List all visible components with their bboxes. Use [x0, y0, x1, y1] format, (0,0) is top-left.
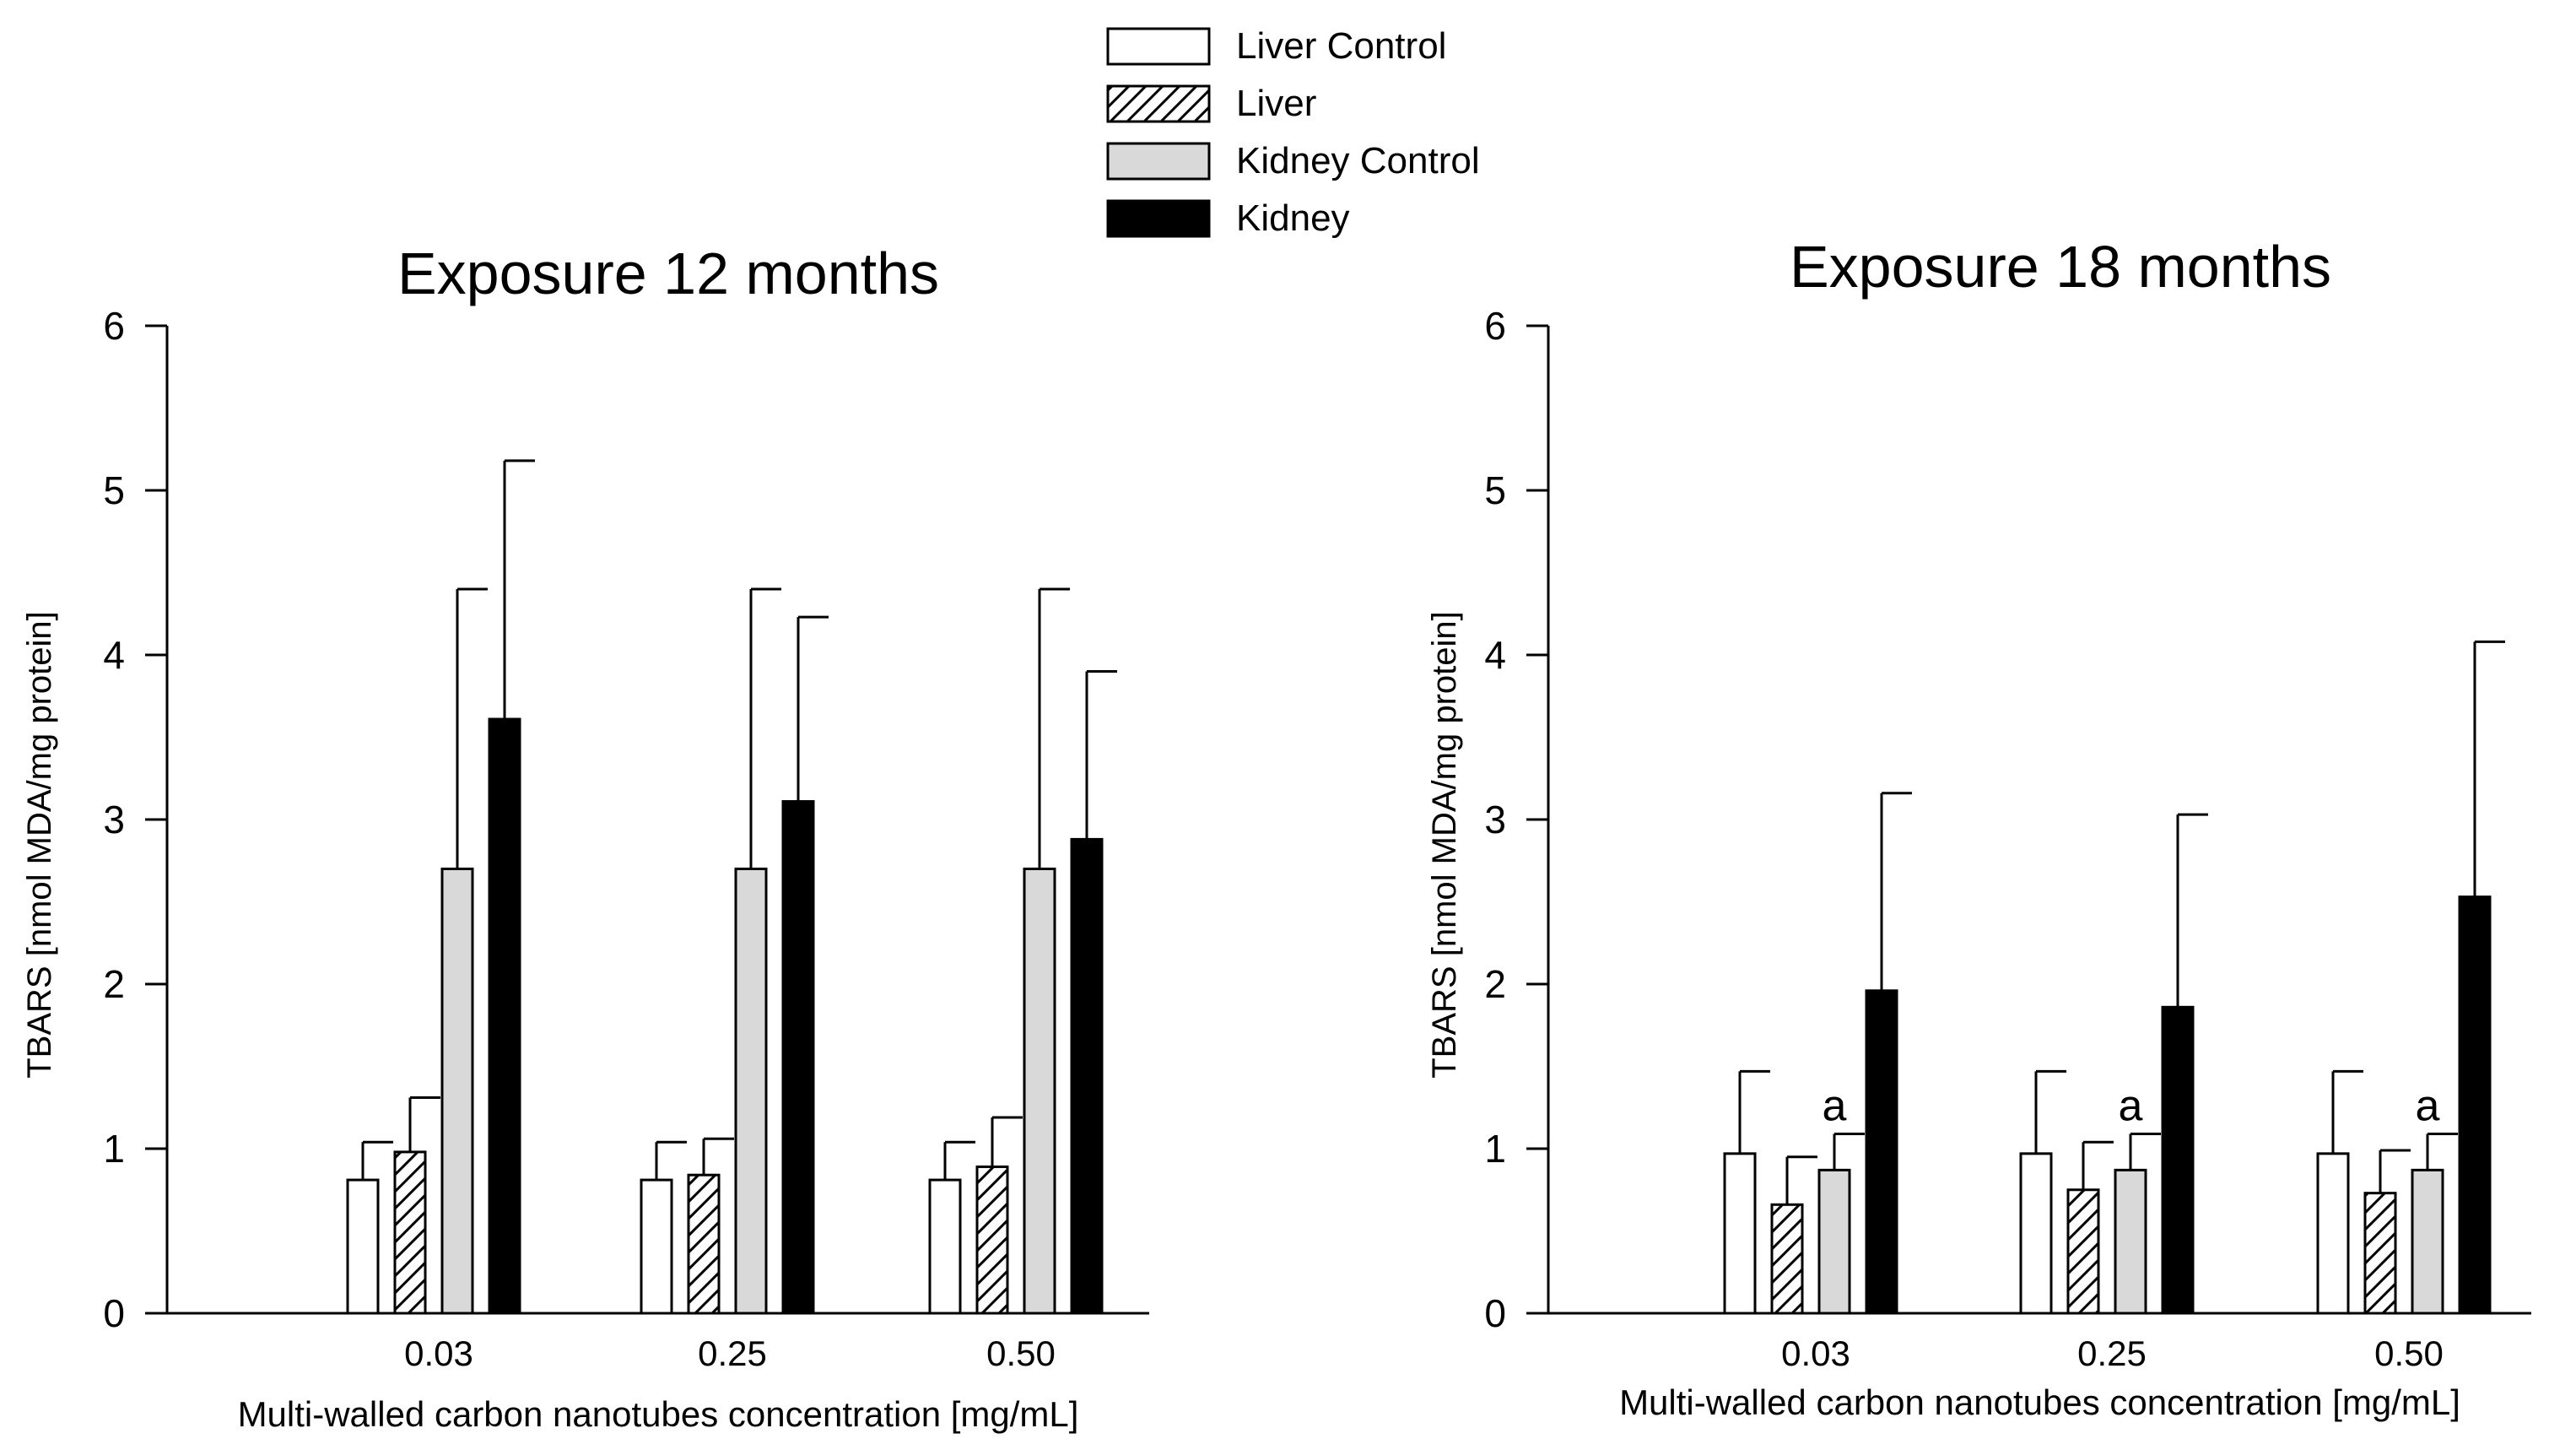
chart-exposure-12-months: Exposure 12 months 0 1 2 3 4 5 6 TBARS [nmol MDA… [21, 241, 1149, 1434]
bar-kidney_control-0.50 [2411, 1168, 2444, 1315]
bar-liver-0.50 [2363, 1192, 2397, 1315]
y-tick-label: 2 [1484, 962, 1506, 1006]
y-axis-label: TBARS [nmol MDA/mg protein] [21, 611, 58, 1079]
legend-label-liver_control: Liver Control [1236, 25, 1446, 67]
significance-annotation: a [1823, 1081, 1847, 1130]
bar-liver-0.25 [687, 1173, 721, 1315]
x-axis-label: Multi-walled carbon nanotubes concentrat… [238, 1394, 1079, 1434]
x-tick-label: 0.50 [2374, 1334, 2444, 1373]
legend-swatch-kidney_control [1106, 142, 1211, 181]
bar-kidney-0.03 [1865, 989, 1898, 1315]
significance-annotation: a [2416, 1081, 2440, 1130]
bar-kidney-0.50 [1070, 837, 1104, 1315]
legend-label-liver: Liver [1236, 83, 1316, 124]
bar-liver_control-0.50 [928, 1178, 962, 1315]
y-axis-label: TBARS [nmol MDA/mg protein] [1426, 611, 1463, 1079]
x-tick-label: 0.25 [698, 1334, 767, 1373]
y-tick-label: 4 [103, 633, 125, 677]
y-tick-label: 3 [1484, 798, 1506, 841]
bar-liver_control-0.03 [346, 1178, 380, 1315]
legend-label-kidney_control: Kidney Control [1236, 140, 1480, 181]
y-tick-label: 5 [1484, 468, 1506, 512]
bar-kidney_control-0.25 [2114, 1168, 2147, 1315]
chart-title: Exposure 18 months [1790, 234, 2331, 300]
bar-liver_control-0.50 [2316, 1152, 2350, 1315]
bar-kidney-0.25 [2161, 1005, 2195, 1315]
x-tick-label: 0.50 [986, 1334, 1056, 1373]
x-tick-label: 0.03 [1781, 1334, 1850, 1373]
y-tick-label: 2 [103, 962, 125, 1006]
y-tick-label: 1 [103, 1127, 125, 1171]
y-tick-label: 0 [103, 1291, 125, 1335]
legend-swatch-kidney [1106, 199, 1211, 238]
legend: Liver Control Liver Kidney Control Kidney [1106, 25, 1480, 239]
y-tick-label: 0 [1484, 1291, 1506, 1335]
bar-liver_control-0.03 [1723, 1152, 1757, 1315]
legend-swatch-liver [1106, 84, 1211, 123]
legend-label-kidney: Kidney [1236, 197, 1350, 239]
chart-exposure-18-months: Exposure 18 months 0 1 2 3 4 5 6 TBARS [nmol MDA… [1426, 234, 2531, 1422]
bar-kidney_control-0.03 [440, 868, 474, 1315]
y-tick-label: 3 [103, 798, 125, 841]
significance-annotation: a [2119, 1081, 2143, 1130]
bar-liver-0.03 [1770, 1203, 1804, 1315]
bar-kidney_control-0.50 [1023, 868, 1056, 1315]
bar-kidney-0.25 [781, 800, 815, 1315]
x-tick-label: 0.25 [2077, 1334, 2147, 1373]
bar-kidney-0.50 [2458, 895, 2492, 1315]
x-axis-label: Multi-walled carbon nanotubes concentrat… [1619, 1382, 2460, 1422]
bar-kidney-0.03 [488, 717, 521, 1315]
y-tick-label: 6 [1484, 304, 1506, 348]
bar-liver-0.50 [975, 1165, 1009, 1315]
bar-liver-0.25 [2066, 1188, 2100, 1315]
bar-liver-0.03 [393, 1150, 427, 1315]
y-tick-label: 1 [1484, 1127, 1506, 1171]
legend-swatch-liver_control [1106, 27, 1211, 66]
bar-kidney_control-0.03 [1817, 1168, 1851, 1315]
x-tick-label: 0.03 [404, 1334, 473, 1373]
chart-title: Exposure 12 months [397, 241, 939, 306]
y-tick-label: 4 [1484, 633, 1506, 677]
bar-liver_control-0.25 [2019, 1152, 2053, 1315]
y-tick-label: 5 [103, 468, 125, 512]
y-tick-label: 6 [103, 304, 125, 348]
bar-kidney_control-0.25 [734, 868, 768, 1315]
bar-liver_control-0.25 [640, 1178, 673, 1315]
